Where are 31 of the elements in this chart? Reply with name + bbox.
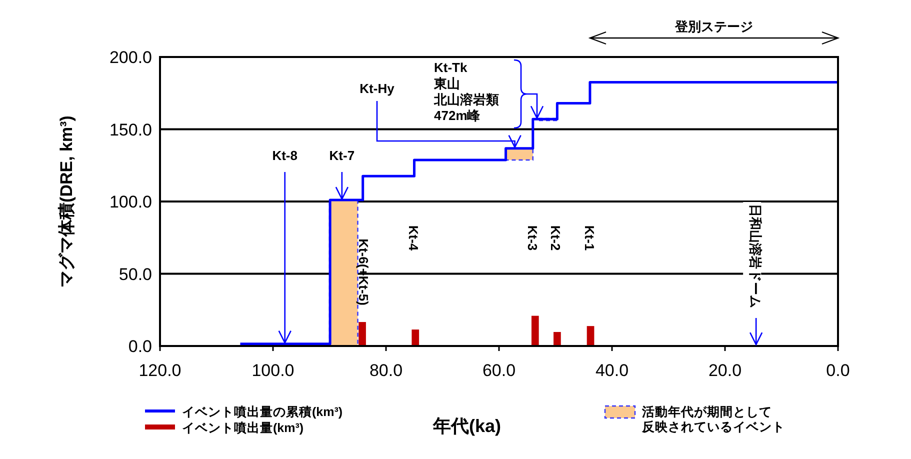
y-tick-label: 50.0 bbox=[118, 264, 152, 284]
x-tick-label: 20.0 bbox=[708, 361, 742, 380]
y-tick-label: 0.0 bbox=[128, 337, 152, 356]
annotation: Kt-8 bbox=[272, 148, 298, 163]
annotation: 日和山溶岩ドーム bbox=[748, 204, 764, 308]
annotation: 東山 bbox=[433, 76, 460, 91]
y-tick-label: 150.0 bbox=[109, 120, 152, 140]
x-tick-label: 80.0 bbox=[369, 361, 403, 380]
x-tick-label: 0.0 bbox=[826, 361, 850, 380]
annotation: Kt-4 bbox=[406, 225, 421, 252]
x-axis-title: 年代(ka) bbox=[432, 416, 502, 436]
annotation: 北山溶岩類 bbox=[433, 92, 499, 107]
y-axis-title: マグマ体積(DRE, km³) bbox=[57, 116, 76, 288]
annotation: Kt-3 bbox=[525, 225, 540, 251]
legend-label: イベント噴出量の累積(km³) bbox=[182, 405, 343, 419]
annotation: Kt-1 bbox=[582, 225, 597, 251]
annotation: Kt-Hy bbox=[360, 81, 396, 96]
annotation: Kt-2 bbox=[548, 225, 563, 251]
x-tick-label: 40.0 bbox=[595, 361, 629, 380]
legend-label: イベント噴出量(km³) bbox=[182, 421, 304, 435]
text: 登別ステージ bbox=[674, 19, 753, 34]
x-tick-label: 120.0 bbox=[138, 361, 182, 380]
annotation: Kt-7 bbox=[329, 148, 355, 163]
annotation: Kt-Tk bbox=[434, 60, 468, 75]
y-tick-label: 100.0 bbox=[109, 192, 152, 212]
y-tick-label: 200.0 bbox=[109, 48, 152, 67]
annotation: 472m峰 bbox=[434, 108, 482, 123]
legend-label: 活動年代が期間として反映されているイベント bbox=[641, 405, 785, 434]
x-tick-label: 60.0 bbox=[482, 361, 516, 380]
x-tick-label: 100.0 bbox=[252, 361, 294, 380]
annotation: Kt-6(+Kt-5) bbox=[356, 238, 371, 306]
